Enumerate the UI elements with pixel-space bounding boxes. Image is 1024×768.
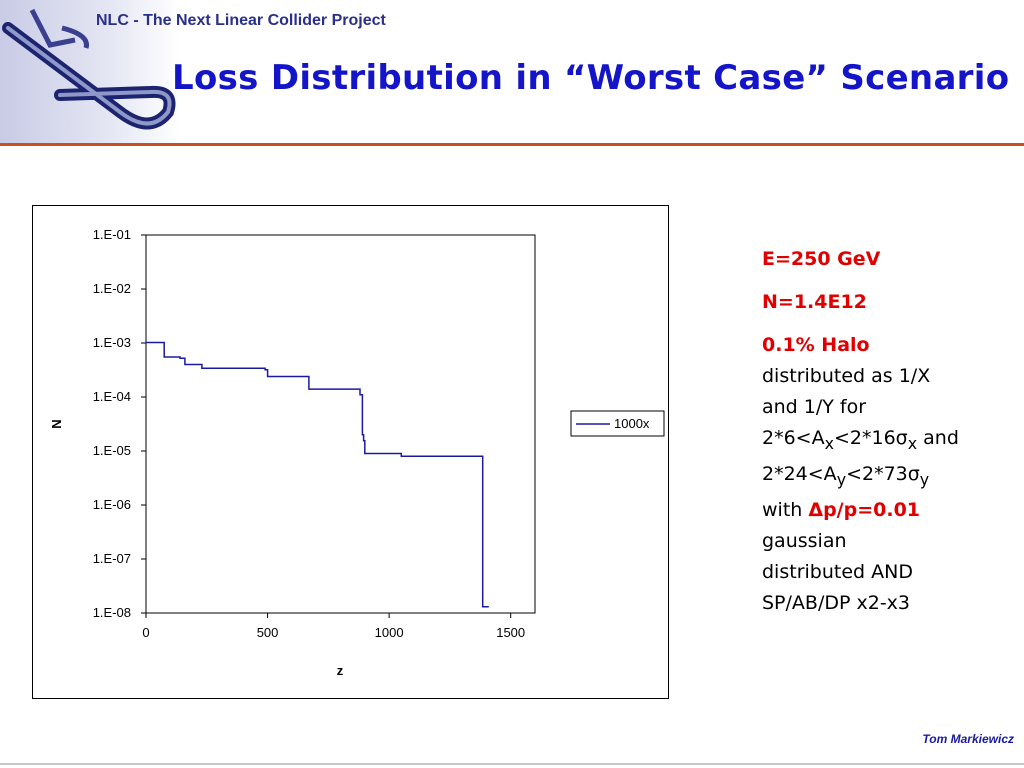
y-tick-label: 1.E-01 xyxy=(93,227,131,242)
org-title: NLC - The Next Linear Collider Project xyxy=(96,12,386,29)
gauss-line3: SP/AB/DP x2-x3 xyxy=(762,591,911,614)
ax-range: 2*6<Ax<2*16σx and xyxy=(762,427,959,453)
x-tick-label: 1500 xyxy=(496,625,525,640)
header-divider xyxy=(0,143,1024,146)
chart-frame: 1.E-01 1.E-02 1.E-03 1.E-04 1.E-05 1.E-06 1.E-… xyxy=(32,205,669,699)
x-axis-label: z xyxy=(337,663,344,678)
legend-label: 1000x xyxy=(614,416,650,431)
gauss-line2: distributed AND xyxy=(762,560,913,583)
legend: 1000x xyxy=(570,410,665,437)
loss-distribution-chart: 1.E-01 1.E-02 1.E-03 1.E-04 1.E-05 1.E-06 1.E-… xyxy=(49,227,665,678)
gauss-line1: gaussian xyxy=(762,529,847,552)
slide-title: Loss Distribution in “Worst Case” Scenar… xyxy=(172,58,1010,98)
x-tick-label: 0 xyxy=(142,625,149,640)
y-tick-label: 1.E-06 xyxy=(93,497,131,512)
particles-text: N=1.4E12 xyxy=(762,291,867,313)
info-panel: E=250 GeV N=1.4E12 0.1% Halo distributed… xyxy=(762,244,1012,619)
y-tick-label: 1.E-07 xyxy=(93,551,131,566)
y-tick-label: 1.E-08 xyxy=(93,605,131,620)
y-tick-label: 1.E-03 xyxy=(93,335,131,350)
nlc-logo-icon xyxy=(2,8,176,130)
halo-line2: and 1/Y for xyxy=(762,396,867,418)
x-tick-label: 1000 xyxy=(375,625,404,640)
y-tick-label: 1.E-02 xyxy=(93,281,131,296)
ay-range: 2*24<Ay<2*73σy xyxy=(762,462,930,489)
halo-block: 0.1% Halo distributed as 1/X and 1/Y for… xyxy=(762,330,1012,619)
footer-divider xyxy=(0,763,1024,765)
y-tick-label: 1.E-04 xyxy=(93,389,131,404)
halo-line1: distributed as 1/X xyxy=(762,365,931,387)
energy-text: E=250 GeV xyxy=(762,248,881,270)
y-axis-label: N xyxy=(49,419,64,428)
dpp-line: with Δp/p=0.01 xyxy=(762,498,921,521)
series-line-1000x xyxy=(146,341,489,608)
author-name: Tom Markiewicz xyxy=(922,732,1014,746)
halo-text: 0.1% Halo xyxy=(762,334,870,356)
x-tick-label: 500 xyxy=(257,625,279,640)
plot-area xyxy=(145,234,536,614)
y-tick-label: 1.E-05 xyxy=(93,443,131,458)
